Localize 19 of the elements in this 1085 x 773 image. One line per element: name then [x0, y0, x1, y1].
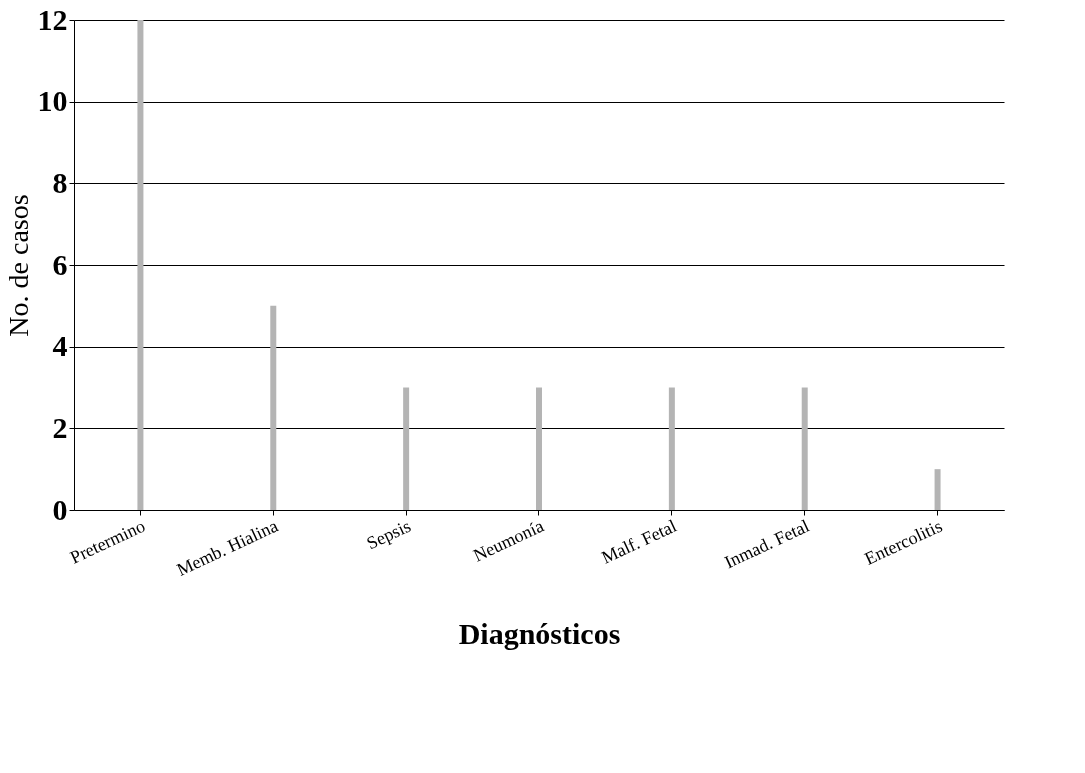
- bar: [137, 20, 144, 510]
- y-tick-label: 0: [52, 492, 68, 526]
- x-axis-title: Diagnósticos: [458, 616, 621, 650]
- y-tick-label: 12: [37, 2, 68, 36]
- y-tick-label: 4: [52, 329, 68, 363]
- bar: [403, 387, 410, 510]
- y-tick-label: 6: [52, 247, 68, 281]
- bar: [536, 387, 542, 510]
- bar: [668, 387, 675, 510]
- bar: [934, 469, 941, 510]
- bar: [270, 305, 277, 510]
- bar: [801, 387, 808, 510]
- x-tick-label: Memb. Hialina: [173, 515, 281, 580]
- x-tick-label: Sepsis: [363, 515, 414, 554]
- y-tick-label: 2: [52, 410, 68, 444]
- x-tick-label: Malf. Fetal: [598, 515, 680, 568]
- y-axis-title: No. de casos: [2, 194, 34, 337]
- y-tick-label: 8: [52, 165, 68, 199]
- y-tick-label: 10: [37, 84, 68, 118]
